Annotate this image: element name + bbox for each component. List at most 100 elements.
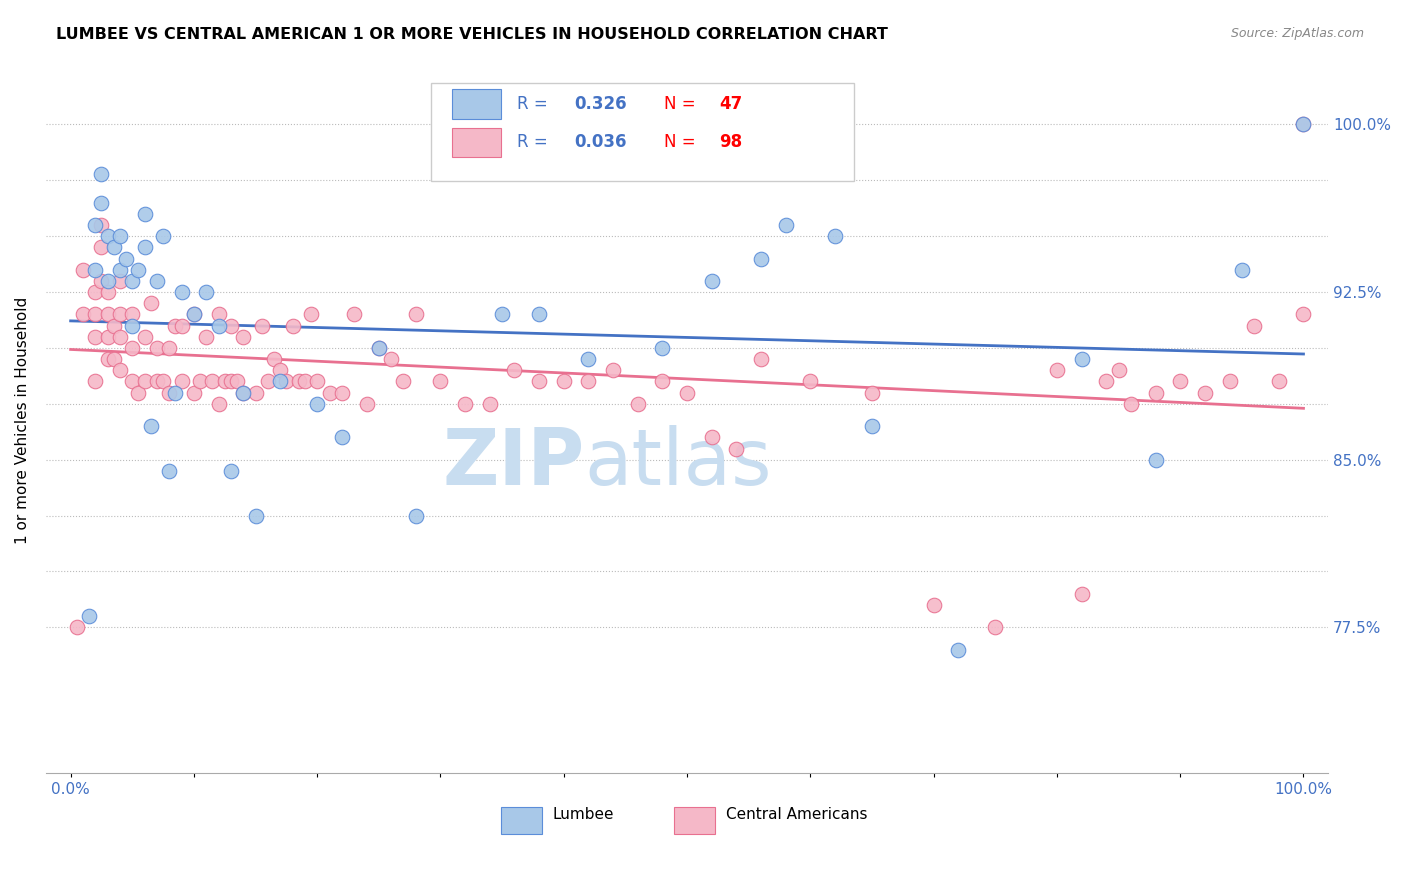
Point <box>121 274 143 288</box>
Point <box>700 274 723 288</box>
Text: ZIP: ZIP <box>443 425 585 500</box>
Point <box>183 307 205 321</box>
Point <box>922 598 945 612</box>
Point <box>380 352 402 367</box>
Point <box>188 375 211 389</box>
Point <box>90 167 112 181</box>
FancyBboxPatch shape <box>453 128 501 157</box>
Point <box>1194 385 1216 400</box>
Point <box>170 285 193 299</box>
Point <box>1144 452 1167 467</box>
Point <box>84 307 107 321</box>
Point <box>263 352 285 367</box>
Point <box>405 508 427 523</box>
Point <box>799 375 821 389</box>
Point <box>108 307 131 321</box>
Point <box>578 375 600 389</box>
Point <box>84 375 107 389</box>
Point <box>139 296 162 310</box>
Point <box>948 642 970 657</box>
Point <box>121 375 143 389</box>
Point <box>1070 352 1092 367</box>
Point <box>97 352 120 367</box>
Point <box>1046 363 1069 377</box>
Point <box>307 397 329 411</box>
Point <box>245 508 267 523</box>
Point <box>103 240 125 254</box>
Text: 0.326: 0.326 <box>574 95 627 112</box>
Point <box>269 363 291 377</box>
Point <box>97 274 120 288</box>
Point <box>97 285 120 299</box>
Point <box>1168 375 1191 389</box>
Point <box>157 341 180 355</box>
Point <box>134 240 156 254</box>
Point <box>84 218 107 232</box>
Point <box>276 375 298 389</box>
Point <box>232 385 254 400</box>
Point <box>287 375 309 389</box>
Text: R =: R = <box>516 134 553 152</box>
FancyBboxPatch shape <box>675 807 716 834</box>
Point <box>219 318 242 333</box>
Point <box>1070 587 1092 601</box>
Point <box>121 307 143 321</box>
Point <box>232 330 254 344</box>
Point <box>651 341 673 355</box>
Point <box>219 375 242 389</box>
Point <box>157 464 180 478</box>
Text: N =: N = <box>664 134 700 152</box>
Point <box>134 330 156 344</box>
Point <box>108 330 131 344</box>
Point <box>330 430 353 444</box>
Point <box>121 318 143 333</box>
Point <box>97 330 120 344</box>
Point <box>157 385 180 400</box>
Text: atlas: atlas <box>585 425 772 500</box>
Point <box>250 318 273 333</box>
Point <box>115 252 138 266</box>
Point <box>503 363 526 377</box>
Point <box>281 318 304 333</box>
Point <box>749 252 772 266</box>
Point <box>860 419 883 434</box>
Point <box>183 307 205 321</box>
Point <box>97 307 120 321</box>
Point <box>170 375 193 389</box>
Point <box>1144 385 1167 400</box>
Point <box>294 375 316 389</box>
Point <box>527 375 550 389</box>
FancyBboxPatch shape <box>501 807 543 834</box>
Text: Lumbee: Lumbee <box>553 806 614 822</box>
Point <box>343 307 366 321</box>
Point <box>1095 375 1118 389</box>
Point <box>226 375 249 389</box>
Point <box>152 375 174 389</box>
Point <box>90 195 112 210</box>
Point <box>134 207 156 221</box>
Point <box>195 285 218 299</box>
Point <box>245 385 267 400</box>
Text: 47: 47 <box>718 95 742 112</box>
Point <box>127 262 149 277</box>
Point <box>72 262 94 277</box>
Text: 98: 98 <box>718 134 742 152</box>
Point <box>1218 375 1240 389</box>
FancyBboxPatch shape <box>453 89 501 119</box>
Point <box>1230 262 1253 277</box>
Point <box>103 318 125 333</box>
Point <box>146 274 169 288</box>
Point <box>725 442 748 456</box>
Point <box>207 307 229 321</box>
Point <box>860 385 883 400</box>
Point <box>201 375 224 389</box>
Point <box>602 363 624 377</box>
Point <box>1292 117 1315 131</box>
Point <box>84 285 107 299</box>
Point <box>146 341 169 355</box>
Point <box>392 375 415 389</box>
Point <box>356 397 378 411</box>
Point <box>1243 318 1265 333</box>
Point <box>84 262 107 277</box>
Point <box>214 375 236 389</box>
